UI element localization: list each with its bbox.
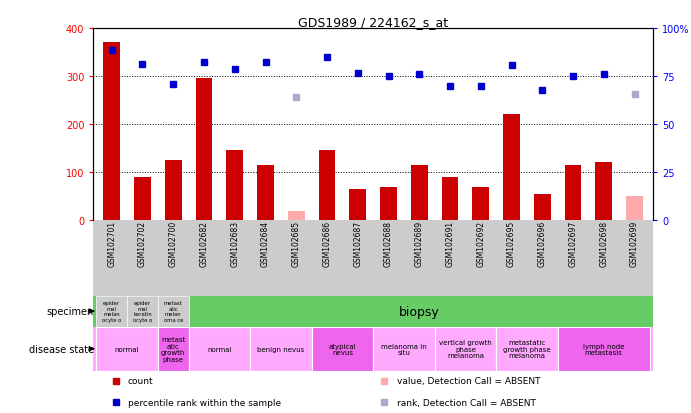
Text: GSM102698: GSM102698 [599, 221, 608, 267]
Text: GSM102696: GSM102696 [538, 221, 547, 267]
Text: normal: normal [207, 346, 231, 352]
Text: biopsy: biopsy [399, 305, 439, 318]
Bar [558, 327, 650, 371]
Text: GSM102695: GSM102695 [507, 221, 516, 267]
Text: GSM102697: GSM102697 [569, 221, 578, 267]
Text: GSM102682: GSM102682 [200, 221, 209, 266]
Text: GSM102700: GSM102700 [169, 221, 178, 267]
Text: metast
atic
melan
oma ce: metast atic melan oma ce [164, 300, 183, 323]
Text: normal: normal [115, 346, 140, 352]
Text: GSM102689: GSM102689 [415, 221, 424, 267]
Bar [503, 115, 520, 221]
Bar [103, 43, 120, 221]
Bar [626, 197, 643, 221]
Text: metastatic
growth phase
melanoma: metastatic growth phase melanoma [503, 339, 551, 358]
Text: percentile rank within the sample: percentile rank within the sample [128, 398, 281, 406]
Text: value, Detection Call = ABSENT: value, Detection Call = ABSENT [397, 376, 540, 385]
Text: GSM102685: GSM102685 [292, 221, 301, 267]
Title: GDS1989 / 224162_s_at: GDS1989 / 224162_s_at [298, 16, 448, 29]
Bar [196, 79, 212, 221]
Text: vertical growth
phase
melanoma: vertical growth phase melanoma [439, 339, 492, 358]
Bar [257, 166, 274, 221]
Bar [565, 166, 582, 221]
Bar [287, 211, 305, 221]
Bar [158, 327, 189, 371]
Bar [373, 327, 435, 371]
Text: GSM102688: GSM102688 [384, 221, 393, 266]
Text: epider
mal
melan
ocyte o: epider mal melan ocyte o [102, 300, 122, 323]
Text: GSM102699: GSM102699 [630, 221, 639, 267]
Text: specimen: specimen [47, 306, 94, 316]
Bar [127, 296, 158, 327]
Text: rank, Detection Call = ABSENT: rank, Detection Call = ABSENT [397, 398, 536, 406]
Text: GSM102684: GSM102684 [261, 221, 270, 267]
Bar [319, 151, 335, 221]
Bar [96, 296, 127, 327]
Bar [96, 327, 158, 371]
Text: benign nevus: benign nevus [257, 346, 305, 352]
Text: lymph node
metastasis: lymph node metastasis [583, 343, 625, 355]
Text: count: count [128, 376, 153, 385]
Bar [312, 327, 373, 371]
Text: GSM102691: GSM102691 [446, 221, 455, 267]
Text: melanoma in
situ: melanoma in situ [381, 343, 427, 355]
Text: GSM102702: GSM102702 [138, 221, 147, 267]
Text: epider
mal
keratin
ocyte o: epider mal keratin ocyte o [133, 300, 152, 323]
Bar [164, 161, 182, 221]
Text: GSM102692: GSM102692 [476, 221, 485, 267]
Bar [534, 194, 551, 221]
Bar [596, 163, 612, 221]
Bar [350, 190, 366, 221]
Bar [411, 166, 428, 221]
Bar [442, 178, 459, 221]
Bar [250, 327, 312, 371]
Bar [496, 327, 558, 371]
Bar [226, 151, 243, 221]
Text: GSM102686: GSM102686 [323, 221, 332, 267]
Bar [435, 327, 496, 371]
Text: GSM102701: GSM102701 [107, 221, 116, 267]
Bar [473, 187, 489, 221]
Text: GSM102683: GSM102683 [230, 221, 239, 267]
Text: atypical
nevus: atypical nevus [329, 343, 356, 355]
Text: GSM102687: GSM102687 [353, 221, 362, 267]
Bar [134, 178, 151, 221]
Text: disease state: disease state [29, 344, 94, 354]
Bar [189, 327, 250, 371]
Bar [380, 188, 397, 221]
Text: metast
atic
growth
phase: metast atic growth phase [161, 336, 185, 362]
Bar [158, 296, 189, 327]
